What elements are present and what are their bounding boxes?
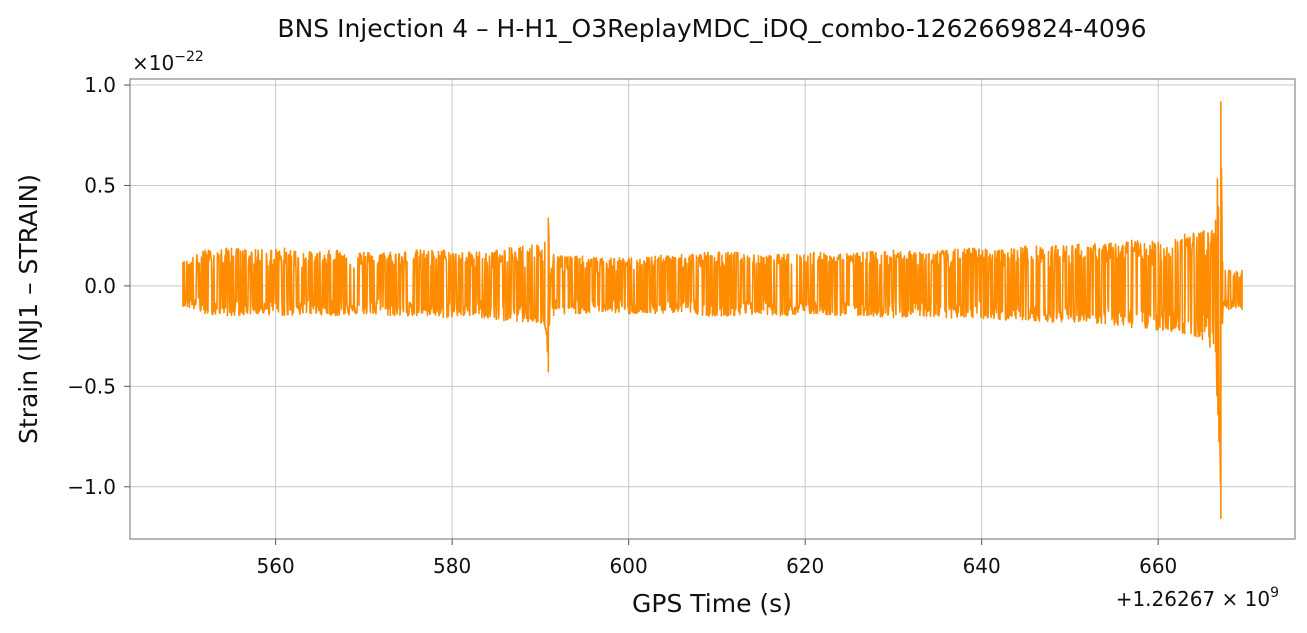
- y-tick-label: 0.5: [84, 173, 116, 197]
- chart-title: BNS Injection 4 – H-H1_O3ReplayMDC_iDQ_c…: [277, 14, 1146, 43]
- y-scale-multiplier: ×10−22: [132, 49, 204, 75]
- x-axis-label: GPS Time (s): [632, 589, 792, 618]
- plot-frame: [129, 78, 1296, 540]
- waveform-line: [182, 101, 1243, 519]
- y-tick-label: 1.0: [84, 73, 116, 97]
- series-waveform: [182, 101, 1243, 519]
- x-tick-label: 580: [433, 554, 471, 578]
- x-tick-label: 620: [786, 554, 824, 578]
- y-tick-label: −0.5: [67, 374, 116, 398]
- x-tick-label: 600: [610, 554, 648, 578]
- x-tick-label: 660: [1139, 554, 1177, 578]
- x-tick-label: 640: [963, 554, 1001, 578]
- x-offset-label: +1.26267 × 109: [1116, 585, 1279, 611]
- x-tick-label: 560: [257, 554, 295, 578]
- x-axis-ticks: 560 580 600 620 640 660: [257, 539, 1177, 578]
- y-tick-label: 0.0: [84, 274, 116, 298]
- y-axis-label: Strain (INJ1 – STRAIN): [14, 174, 43, 444]
- y-tick-label: −1.0: [67, 475, 116, 499]
- y-axis-ticks: 1.0 0.5 0.0 −0.5 −1.0: [67, 73, 130, 499]
